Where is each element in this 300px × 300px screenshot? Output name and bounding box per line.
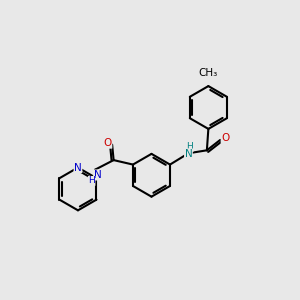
Text: N: N (74, 163, 82, 172)
Text: N: N (184, 149, 192, 159)
Text: CH₃: CH₃ (199, 68, 218, 78)
Text: H: H (88, 176, 95, 185)
Text: N: N (94, 170, 101, 180)
Text: O: O (103, 138, 112, 148)
Text: H: H (187, 142, 193, 151)
Text: O: O (221, 134, 230, 143)
